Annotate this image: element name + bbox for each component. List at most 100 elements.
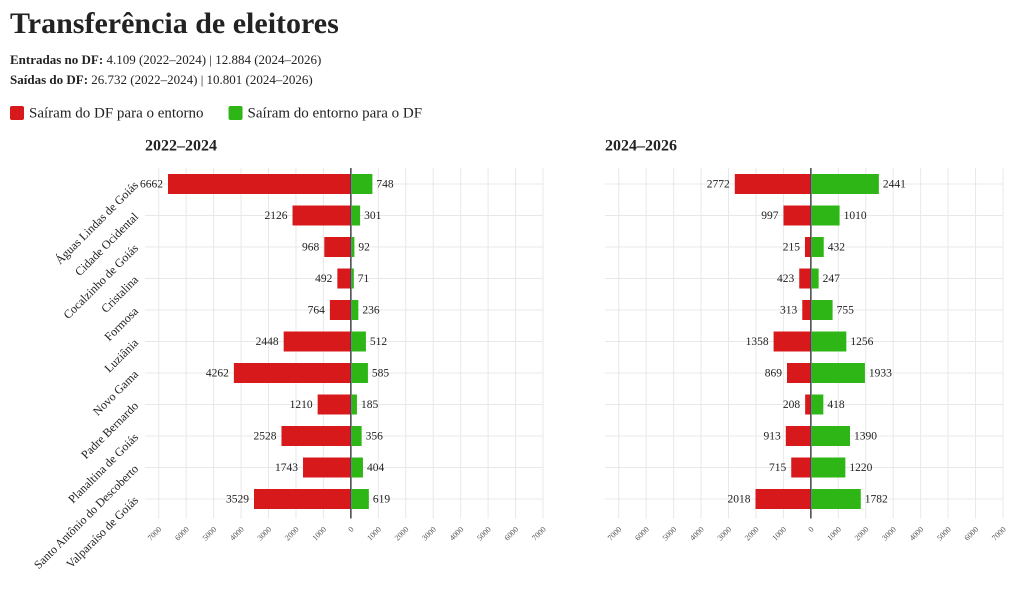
bar [787,363,811,383]
value-label: 1256 [850,336,873,348]
x-tick-label: 2000 [853,525,871,543]
bar [811,426,851,446]
page-title: Transferência de eleitores [10,7,339,40]
x-tick-label: 0 [346,525,355,534]
bar [351,205,361,226]
value-label: 418 [827,399,845,411]
x-tick-label: 6000 [173,525,191,543]
bar [811,363,865,383]
bar [351,174,373,194]
x-tick-label: 2000 [743,525,761,543]
bar [233,363,351,383]
x-tick-label: 5000 [475,525,493,543]
bar [811,237,824,257]
x-tick-label: 7000 [530,525,548,543]
x-tick-label: 7000 [990,525,1008,543]
bar [734,174,811,194]
bar [292,205,351,226]
bar [755,489,811,509]
value-label: 968 [302,242,320,254]
value-label: 585 [372,368,390,380]
x-tick-label: 6000 [503,525,521,543]
value-label: 423 [777,273,795,285]
legend-swatch [228,106,243,120]
value-label: 997 [761,210,779,222]
value-label: 432 [828,242,846,254]
chart-title: 2022–2024 [145,138,217,155]
bar [811,205,840,226]
x-tick-label: 3000 [880,525,898,543]
value-label: 208 [783,399,801,411]
value-label: 247 [823,273,841,285]
x-tick-label: 1000 [825,525,843,543]
value-label: 185 [361,399,379,411]
bar [351,457,363,478]
x-tick-label: 1000 [365,525,383,543]
value-label: 2441 [883,179,906,191]
x-tick-label: 7000 [606,525,624,543]
value-label: 236 [362,305,380,317]
bar [351,363,368,383]
value-label: 301 [364,210,382,222]
value-label: 71 [358,273,370,285]
x-tick-label: 6000 [963,525,981,543]
bar [253,489,351,509]
bar [324,237,351,257]
x-tick-label: 7000 [146,525,164,543]
subtitle-text: 26.732 (2022–2024) | 10.801 (2024–2026) [91,72,312,87]
bar [805,394,811,415]
bar [811,331,847,352]
value-label: 4262 [206,368,229,380]
x-tick-label: 5000 [661,525,679,543]
x-tick-label: 3000 [256,525,274,543]
x-tick-label: 2000 [393,525,411,543]
bar [811,300,833,320]
x-tick-label: 4000 [448,525,466,543]
x-tick-label: 4000 [908,525,926,543]
value-label: 404 [367,462,385,474]
value-label: 313 [780,305,798,317]
bar [811,174,879,194]
bar [329,300,351,320]
bar [811,268,819,289]
bar [811,489,861,509]
x-tick-label: 4000 [688,525,706,543]
bar [351,489,369,509]
bar [281,426,351,446]
x-tick-label: 0 [806,525,815,534]
value-label: 1010 [844,210,867,222]
bar [791,457,811,478]
bar [811,394,824,415]
bar [317,394,351,415]
x-tick-label: 3000 [716,525,734,543]
value-label: 2772 [707,179,730,191]
bar [773,331,811,352]
value-label: 913 [764,431,782,443]
x-tick-label: 1000 [770,525,788,543]
bar [351,237,355,257]
value-label: 2018 [727,494,750,506]
subtitle-line: Saídas do DF: 26.732 (2022–2024) | 10.80… [10,72,313,87]
value-label: 715 [769,462,787,474]
value-label: 619 [373,494,391,506]
bar [337,268,351,289]
bar [351,331,366,352]
value-label: 2528 [253,431,276,443]
subtitle-text: 4.109 (2022–2024) | 12.884 (2024–2026) [106,52,321,67]
bar [283,331,351,352]
x-tick-label: 4000 [228,525,246,543]
value-label: 755 [837,305,855,317]
value-label: 748 [376,179,394,191]
value-label: 356 [366,431,384,443]
value-label: 1390 [854,431,877,443]
bar [785,426,811,446]
x-tick-label: 5000 [201,525,219,543]
legend-label: Saíram do entorno para o DF [248,105,423,121]
value-label: 1933 [869,368,892,380]
bar [802,300,811,320]
value-label: 492 [315,273,333,285]
bar [804,237,811,257]
subtitle-label: Saídas do DF: [10,72,88,87]
bar [351,268,354,289]
